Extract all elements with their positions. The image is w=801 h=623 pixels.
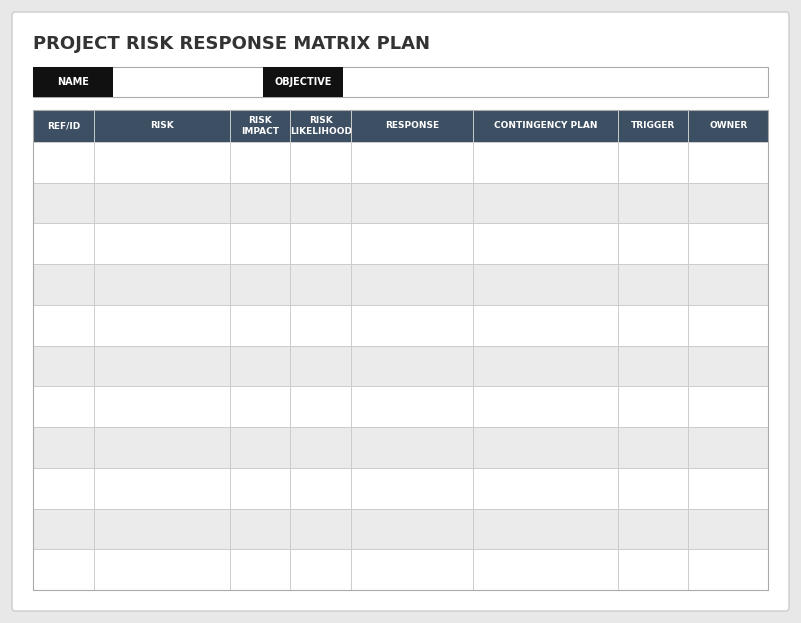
Bar bbox=[33, 183, 768, 224]
Bar bbox=[33, 427, 768, 468]
Bar bbox=[33, 67, 113, 97]
Bar bbox=[33, 110, 768, 142]
Text: RISK
IMPACT: RISK IMPACT bbox=[241, 117, 279, 136]
Text: RESPONSE: RESPONSE bbox=[385, 121, 439, 130]
Bar bbox=[263, 67, 343, 97]
Bar bbox=[33, 549, 768, 590]
Bar bbox=[33, 508, 768, 549]
Bar bbox=[33, 305, 768, 346]
Bar bbox=[33, 224, 768, 264]
Bar bbox=[33, 110, 768, 590]
Bar bbox=[33, 142, 768, 183]
Text: REF/ID: REF/ID bbox=[46, 121, 80, 130]
Text: CONTINGENCY PLAN: CONTINGENCY PLAN bbox=[494, 121, 598, 130]
Bar bbox=[33, 346, 768, 386]
Text: RISK
LIKELIHOOD: RISK LIKELIHOOD bbox=[290, 117, 352, 136]
Bar bbox=[33, 67, 768, 97]
Text: TRIGGER: TRIGGER bbox=[631, 121, 675, 130]
Text: OWNER: OWNER bbox=[709, 121, 747, 130]
Bar bbox=[33, 264, 768, 305]
FancyBboxPatch shape bbox=[12, 12, 789, 611]
Bar bbox=[33, 468, 768, 508]
Bar bbox=[33, 386, 768, 427]
Text: PROJECT RISK RESPONSE MATRIX PLAN: PROJECT RISK RESPONSE MATRIX PLAN bbox=[33, 35, 430, 53]
Text: RISK: RISK bbox=[150, 121, 174, 130]
Text: NAME: NAME bbox=[57, 77, 89, 87]
Text: OBJECTIVE: OBJECTIVE bbox=[274, 77, 332, 87]
